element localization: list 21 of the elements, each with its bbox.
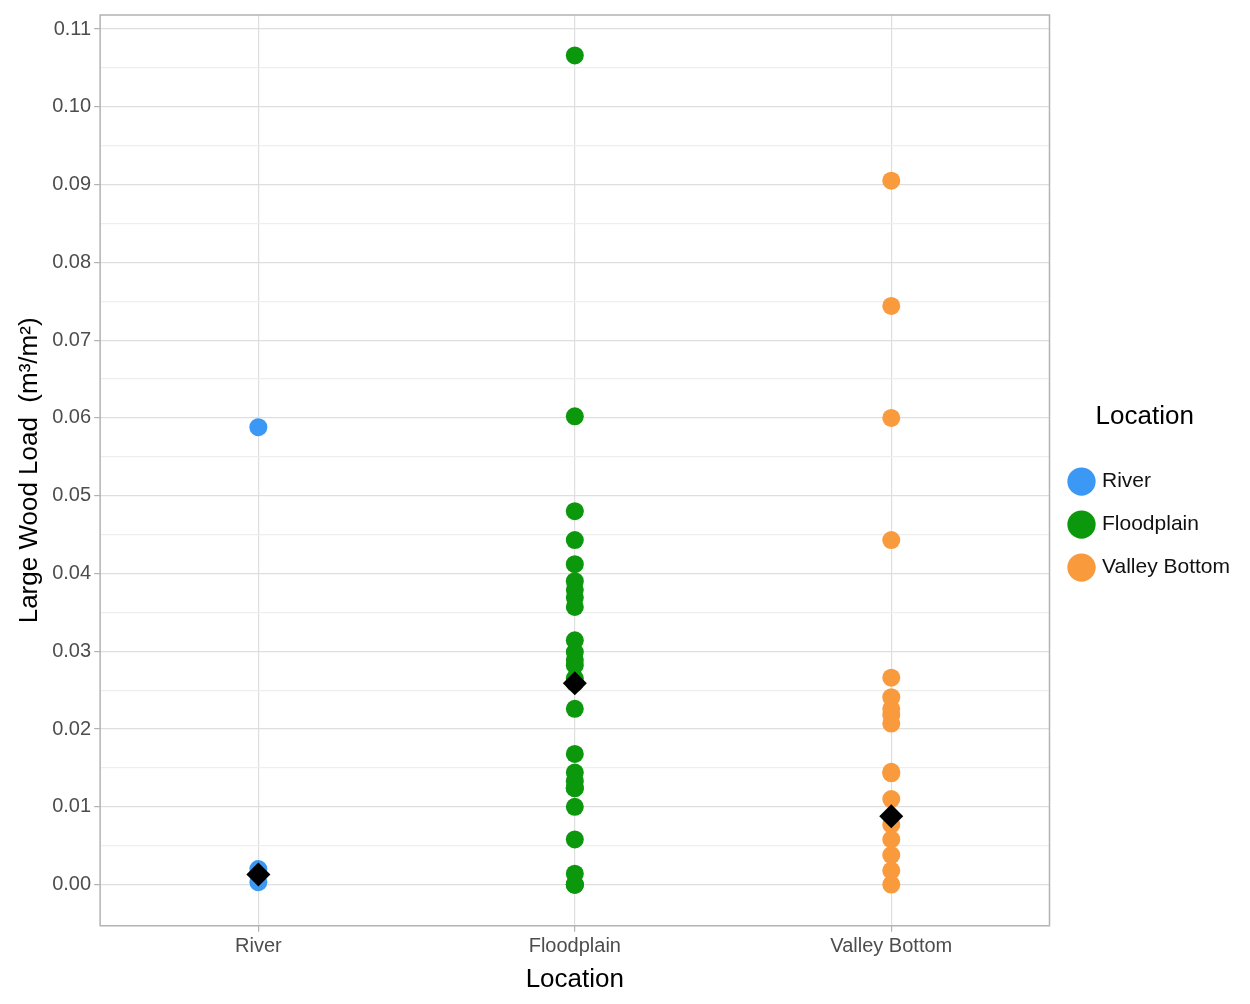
y-tick-label: 0.06: [52, 405, 92, 428]
y-tick-label: 0.10: [52, 94, 92, 117]
y-tick-label: 0.07: [52, 327, 92, 350]
legend-label: Valley Bottom: [1102, 554, 1230, 578]
x-axis-title: Location: [525, 962, 624, 993]
y-tick-label: 0.02: [52, 716, 92, 739]
legend-label: River: [1102, 468, 1152, 492]
y-tick-label: 0.03: [52, 638, 92, 661]
x-tick-label: Valley Bottom: [830, 934, 953, 957]
x-tick-label: Floodplain: [528, 934, 621, 957]
y-tick-label: 0.04: [52, 560, 92, 583]
legend-label: Floodplain: [1102, 511, 1199, 535]
x-tick-label: River: [235, 934, 283, 957]
y-axis-title: Large Wood Load (m³/m²): [12, 317, 43, 624]
y-tick-label: 0.05: [52, 483, 92, 506]
y-tick-label: 0.00: [52, 872, 92, 895]
y-tick-label: 0.08: [52, 249, 92, 272]
y-tick-label: 0.11: [53, 16, 92, 39]
y-tick-label: 0.01: [52, 794, 92, 817]
legend-title: Location: [1095, 400, 1194, 431]
y-tick-label: 0.09: [52, 172, 92, 195]
